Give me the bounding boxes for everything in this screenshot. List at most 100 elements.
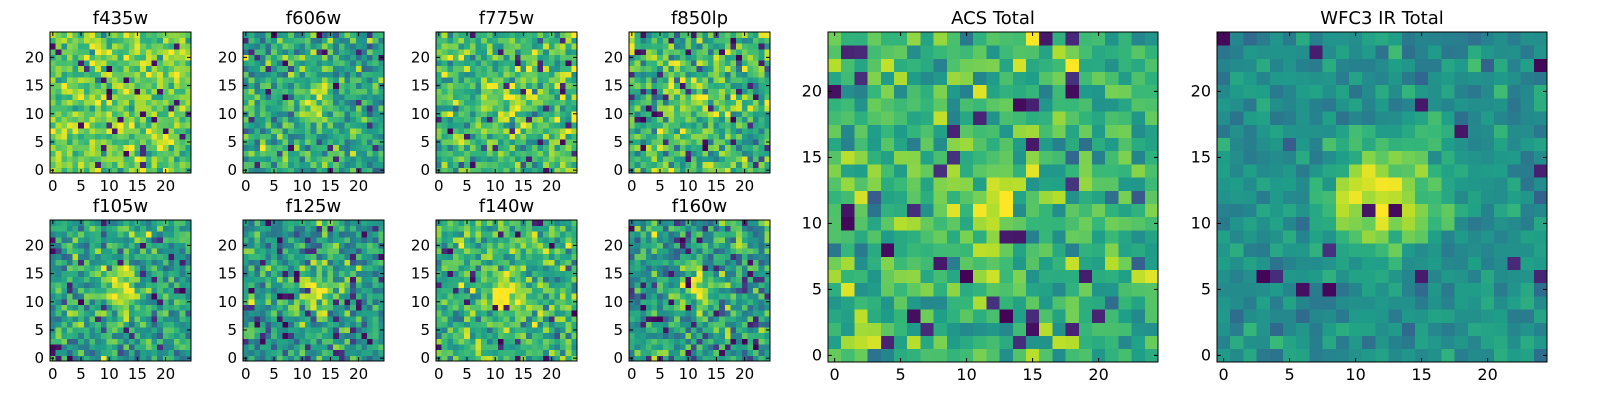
heatmap-cell <box>668 32 675 39</box>
heatmap-cell <box>310 88 317 95</box>
heatmap-cell <box>151 304 158 311</box>
heatmap-cell <box>372 133 379 140</box>
heatmap-cell <box>117 344 124 351</box>
heatmap-cell <box>321 88 328 95</box>
heatmap-cell <box>254 65 261 72</box>
heatmap-cell <box>1415 177 1429 191</box>
heatmap-cell <box>645 48 652 55</box>
heatmap-cell <box>946 322 961 336</box>
heatmap-cell <box>657 127 664 134</box>
heatmap-cell <box>1269 58 1284 72</box>
heatmap-cell <box>509 71 516 78</box>
heatmap-cell <box>112 349 119 356</box>
heatmap-cell <box>481 48 488 55</box>
heatmap-cell <box>973 32 987 46</box>
heatmap-cell <box>526 65 533 72</box>
heatmap-cell <box>629 105 636 112</box>
heatmap-cell <box>259 344 266 351</box>
heatmap-cell <box>378 122 385 129</box>
heatmap-cell <box>645 60 652 67</box>
heatmap-cell <box>140 60 147 67</box>
heatmap-cell <box>106 298 113 305</box>
heatmap-cell <box>1481 84 1495 99</box>
heatmap-cell <box>1362 71 1376 86</box>
y-tick-label: 15 <box>1191 147 1211 166</box>
heatmap-cell <box>736 37 743 44</box>
heatmap-cell <box>123 270 130 277</box>
heatmap-cell <box>106 156 113 163</box>
heatmap-cell <box>293 99 300 106</box>
heatmap-cell <box>140 77 147 84</box>
heatmap-cell <box>1322 216 1337 231</box>
heatmap-cell <box>691 32 698 39</box>
heatmap-cell <box>554 167 561 174</box>
heatmap-cell <box>674 156 681 163</box>
heatmap-cell <box>730 105 737 112</box>
heatmap-cell <box>179 139 186 146</box>
heatmap-cell <box>1144 203 1159 218</box>
heatmap-cell <box>95 99 102 106</box>
heatmap-cell <box>571 122 578 129</box>
heatmap-cell <box>960 256 974 270</box>
heatmap-cell <box>1415 45 1429 59</box>
heatmap-cell <box>973 269 987 284</box>
heatmap-cell <box>441 144 448 151</box>
heatmap-cell <box>310 32 317 39</box>
heatmap-cell <box>259 156 266 163</box>
heatmap-cell <box>83 167 90 174</box>
heatmap-cell <box>724 65 731 72</box>
heatmap-cell <box>920 309 934 323</box>
heatmap-cell <box>55 259 62 266</box>
heatmap-cell <box>1533 124 1548 138</box>
heatmap-cell <box>145 105 152 112</box>
heatmap-cell <box>338 282 345 289</box>
heatmap-cell <box>95 60 102 67</box>
heatmap-cell <box>452 167 459 174</box>
heatmap-cell <box>55 43 62 50</box>
heatmap-cell <box>554 122 561 129</box>
heatmap-cell <box>696 37 703 44</box>
heatmap-cell <box>1052 190 1066 204</box>
heatmap-cell <box>140 321 147 328</box>
heatmap-cell <box>310 94 317 101</box>
heatmap-cell <box>464 60 471 67</box>
heatmap-cell <box>520 110 527 117</box>
heatmap-cell <box>1144 137 1159 152</box>
heatmap-cell <box>1092 282 1106 297</box>
heatmap-cell <box>276 276 283 283</box>
heatmap-cell <box>1144 348 1159 363</box>
heatmap-cell <box>1533 58 1548 72</box>
heatmap-cell <box>327 71 334 78</box>
heatmap-cell <box>168 94 175 101</box>
heatmap-cell <box>741 144 748 151</box>
heatmap-cell <box>1481 348 1495 363</box>
heatmap-cell <box>271 48 278 55</box>
heatmap-cell <box>880 309 895 323</box>
heatmap-cell <box>531 144 538 151</box>
heatmap-cell <box>662 37 669 44</box>
heatmap-cell <box>174 139 181 146</box>
heatmap-cell <box>151 321 158 328</box>
heatmap-cell <box>560 167 567 174</box>
heatmap-cell <box>1494 32 1508 46</box>
heatmap-cell <box>350 315 357 322</box>
heatmap-cell <box>1230 348 1244 363</box>
heatmap-cell <box>338 60 345 67</box>
heatmap-cell <box>509 88 516 95</box>
heatmap-cell <box>344 65 351 72</box>
heatmap-cell <box>112 225 119 232</box>
heatmap-cell <box>554 161 561 168</box>
heatmap-cell <box>83 105 90 112</box>
heatmap-cell <box>1105 322 1119 336</box>
heatmap-cell <box>1335 335 1350 350</box>
heatmap-cell <box>828 203 842 218</box>
heatmap-cell <box>185 304 192 311</box>
heatmap-cell <box>674 54 681 61</box>
heatmap-cell <box>100 167 107 174</box>
heatmap-cell <box>1283 71 1297 86</box>
heatmap-cell <box>179 105 186 112</box>
heatmap-cell <box>259 276 266 283</box>
heatmap-cell <box>185 338 192 345</box>
heatmap-cell <box>168 338 175 345</box>
heatmap-cell <box>747 77 754 84</box>
